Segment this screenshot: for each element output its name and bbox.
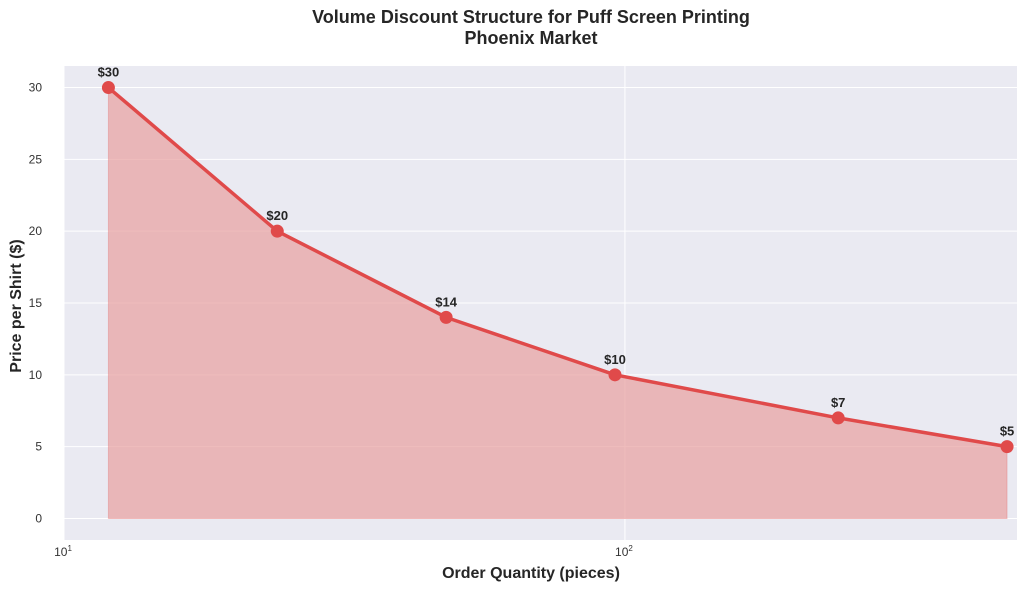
y-tick-label: 15 — [29, 296, 43, 310]
series-line — [106, 85, 1009, 449]
line-layer — [106, 85, 1009, 449]
data-label: $5 — [1000, 424, 1014, 439]
data-point — [101, 81, 115, 95]
data-point — [439, 310, 453, 324]
y-tick-labels: 0 5 10 15 20 25 30 — [29, 81, 43, 526]
y-tick-label: 10 — [29, 368, 43, 382]
y-tick-label: 0 — [35, 511, 42, 525]
data-label-layer: $30 $20 $14 $10 $7 $5 — [98, 65, 1015, 439]
data-label: $14 — [435, 294, 457, 309]
x-axis-label: Order Quantity (pieces) — [442, 565, 620, 582]
data-point — [831, 411, 845, 425]
data-label: $20 — [266, 208, 288, 223]
data-point — [608, 368, 622, 382]
x-tick-labels: 101 102 — [54, 544, 633, 559]
chart-title: Volume Discount Structure for Puff Scree… — [312, 7, 750, 27]
y-tick-label: 20 — [29, 224, 43, 238]
data-point — [1000, 440, 1014, 454]
data-point — [270, 224, 284, 238]
x-tick-label: 102 — [615, 544, 633, 559]
chart-subtitle: Phoenix Market — [464, 28, 597, 48]
data-label: $10 — [604, 352, 626, 367]
y-tick-label: 30 — [29, 81, 43, 95]
point-layer — [101, 81, 1014, 454]
y-tick-label: 25 — [29, 152, 43, 166]
data-label: $30 — [98, 65, 120, 80]
x-tick-label: 101 — [54, 544, 72, 559]
y-axis-label: Price per Shirt ($) — [8, 239, 25, 372]
y-tick-label: 5 — [35, 440, 42, 454]
data-label: $7 — [831, 395, 845, 410]
